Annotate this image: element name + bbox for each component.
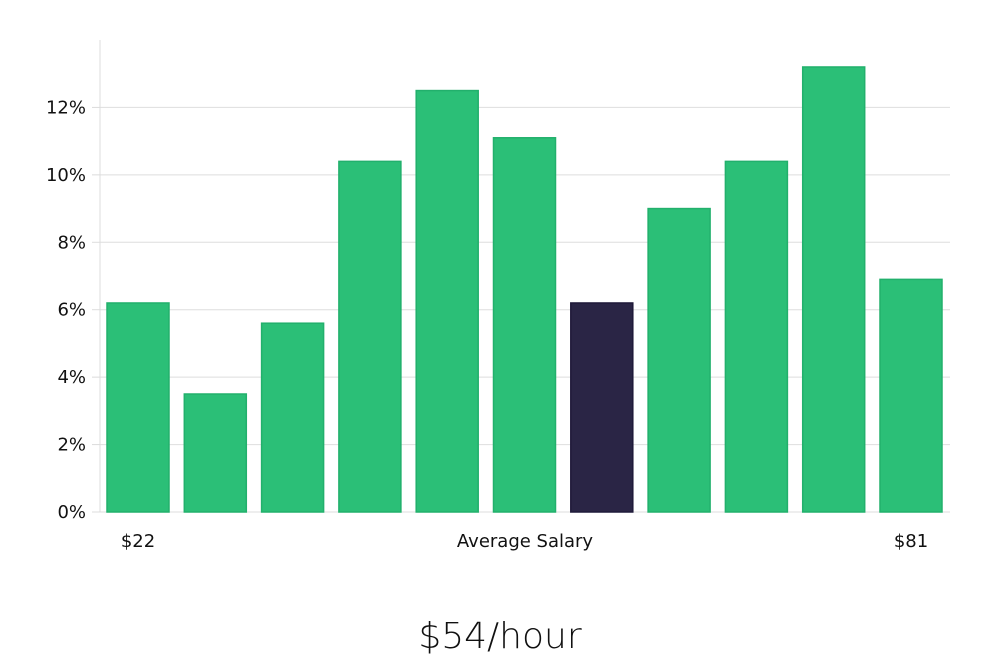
y-tick-label: 12% <box>46 97 86 118</box>
highlighted-bar <box>570 302 634 513</box>
bar <box>879 278 943 513</box>
y-tick-label: 8% <box>57 232 86 253</box>
bar <box>647 207 711 513</box>
x-max-label: $81 <box>894 531 928 552</box>
bar <box>183 393 248 513</box>
bar <box>492 137 557 513</box>
y-tick-label: 6% <box>57 300 86 321</box>
bar <box>260 322 325 513</box>
bar <box>801 66 866 513</box>
bars <box>106 66 943 513</box>
bar <box>415 89 479 513</box>
x-min-label: $22 <box>121 531 155 552</box>
bar <box>724 160 789 513</box>
y-axis-tick-labels: 0% 2% 4% 6% 8% 10% 12% <box>46 97 86 523</box>
y-tick-label: 4% <box>57 367 86 388</box>
bar <box>106 302 170 513</box>
y-tick-label: 10% <box>46 165 86 186</box>
x-axis-label: Average Salary <box>457 531 594 552</box>
y-tick-label: 2% <box>57 435 86 456</box>
average-salary-value: $54/hour <box>418 616 582 657</box>
bar <box>338 160 402 513</box>
y-tick-label: 0% <box>57 502 86 523</box>
